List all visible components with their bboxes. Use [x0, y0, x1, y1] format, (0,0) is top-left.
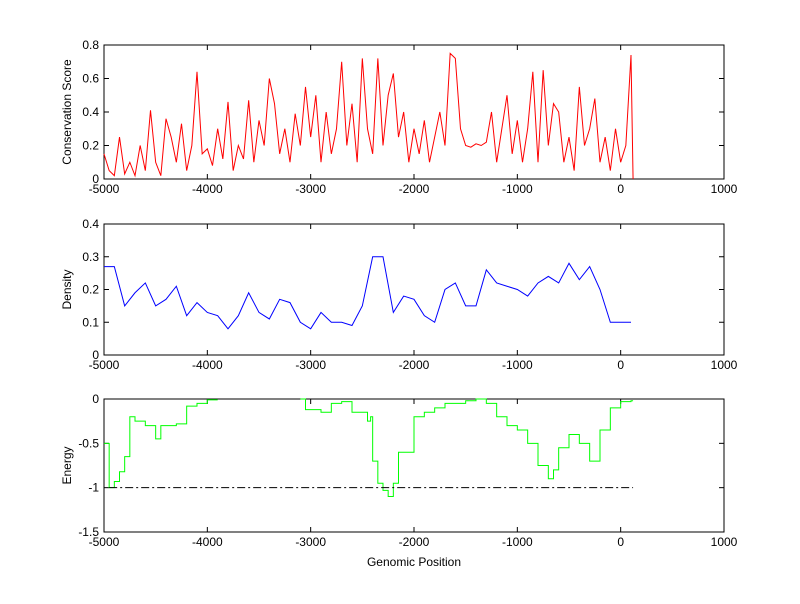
x-tick-label: -2000: [399, 535, 430, 549]
series-conservation: [103, 52, 634, 180]
x-tick-label: -1000: [502, 535, 533, 549]
x-tick-label: -2000: [399, 358, 430, 372]
y-tick-label: 0.4: [82, 105, 99, 119]
x-tick-label: -4000: [192, 535, 223, 549]
x-tick-label: 1000: [711, 182, 738, 196]
y-tick-label: 0: [92, 348, 99, 362]
subplot-1: -5000 -4000 -3000 -2000 -1000 0 1000 0 0.2 0.4 0.6…: [60, 38, 738, 196]
y-tick-label: -1: [88, 481, 99, 495]
x-tick-label: -1000: [502, 182, 533, 196]
y-axis-label: Density: [60, 269, 74, 309]
x-tick-label: -2000: [399, 182, 430, 196]
x-tick-label: -3000: [295, 358, 326, 372]
x-tick-label: 0: [617, 535, 624, 549]
y-tick-label: 0: [92, 392, 99, 406]
x-axis-label: Genomic Position: [367, 555, 461, 569]
x-tick-label: 0: [617, 358, 624, 372]
y-tick-label: -1.5: [78, 525, 99, 539]
y-tick-label: 0.1: [82, 315, 99, 329]
y-tick-label: 0.4: [82, 217, 99, 231]
y-tick-label: 0: [92, 172, 99, 186]
axes-box: [103, 44, 725, 180]
y-tick-label: 0.6: [82, 72, 99, 86]
x-tick-label: -5000: [89, 358, 120, 372]
series-density: [104, 256, 631, 330]
x-tick-label: 1000: [711, 358, 738, 372]
y-tick-label: 0.8: [82, 38, 99, 52]
subplot-3: -5000 -4000 -3000 -2000 -1000 0 1000 -1.5 -1 -0.5…: [60, 392, 738, 569]
y-tick-label: 0.2: [82, 283, 99, 297]
y-tick-label: -0.5: [78, 436, 99, 450]
y-tick-label: 0.3: [82, 250, 99, 264]
y-axis-label: Energy: [60, 446, 74, 484]
x-tick-label: -3000: [295, 182, 326, 196]
x-tick-label: -3000: [295, 535, 326, 549]
x-tick-label: -4000: [192, 358, 223, 372]
x-tick-label: -1000: [502, 358, 533, 372]
y-tick-label: 0.2: [82, 139, 99, 153]
x-tick-label: -5000: [89, 182, 120, 196]
x-tick-label: -5000: [89, 535, 120, 549]
x-tick-label: 1000: [711, 535, 738, 549]
x-tick-label: 0: [617, 182, 624, 196]
axes-box: [103, 223, 725, 356]
series-energy: [104, 398, 634, 498]
x-tick-label: -4000: [192, 182, 223, 196]
y-axis-label: Conservation Score: [60, 59, 74, 165]
subplot-2: -5000 -4000 -3000 -2000 -1000 0 1000 0 0.1 0.2 0.3…: [60, 217, 738, 372]
